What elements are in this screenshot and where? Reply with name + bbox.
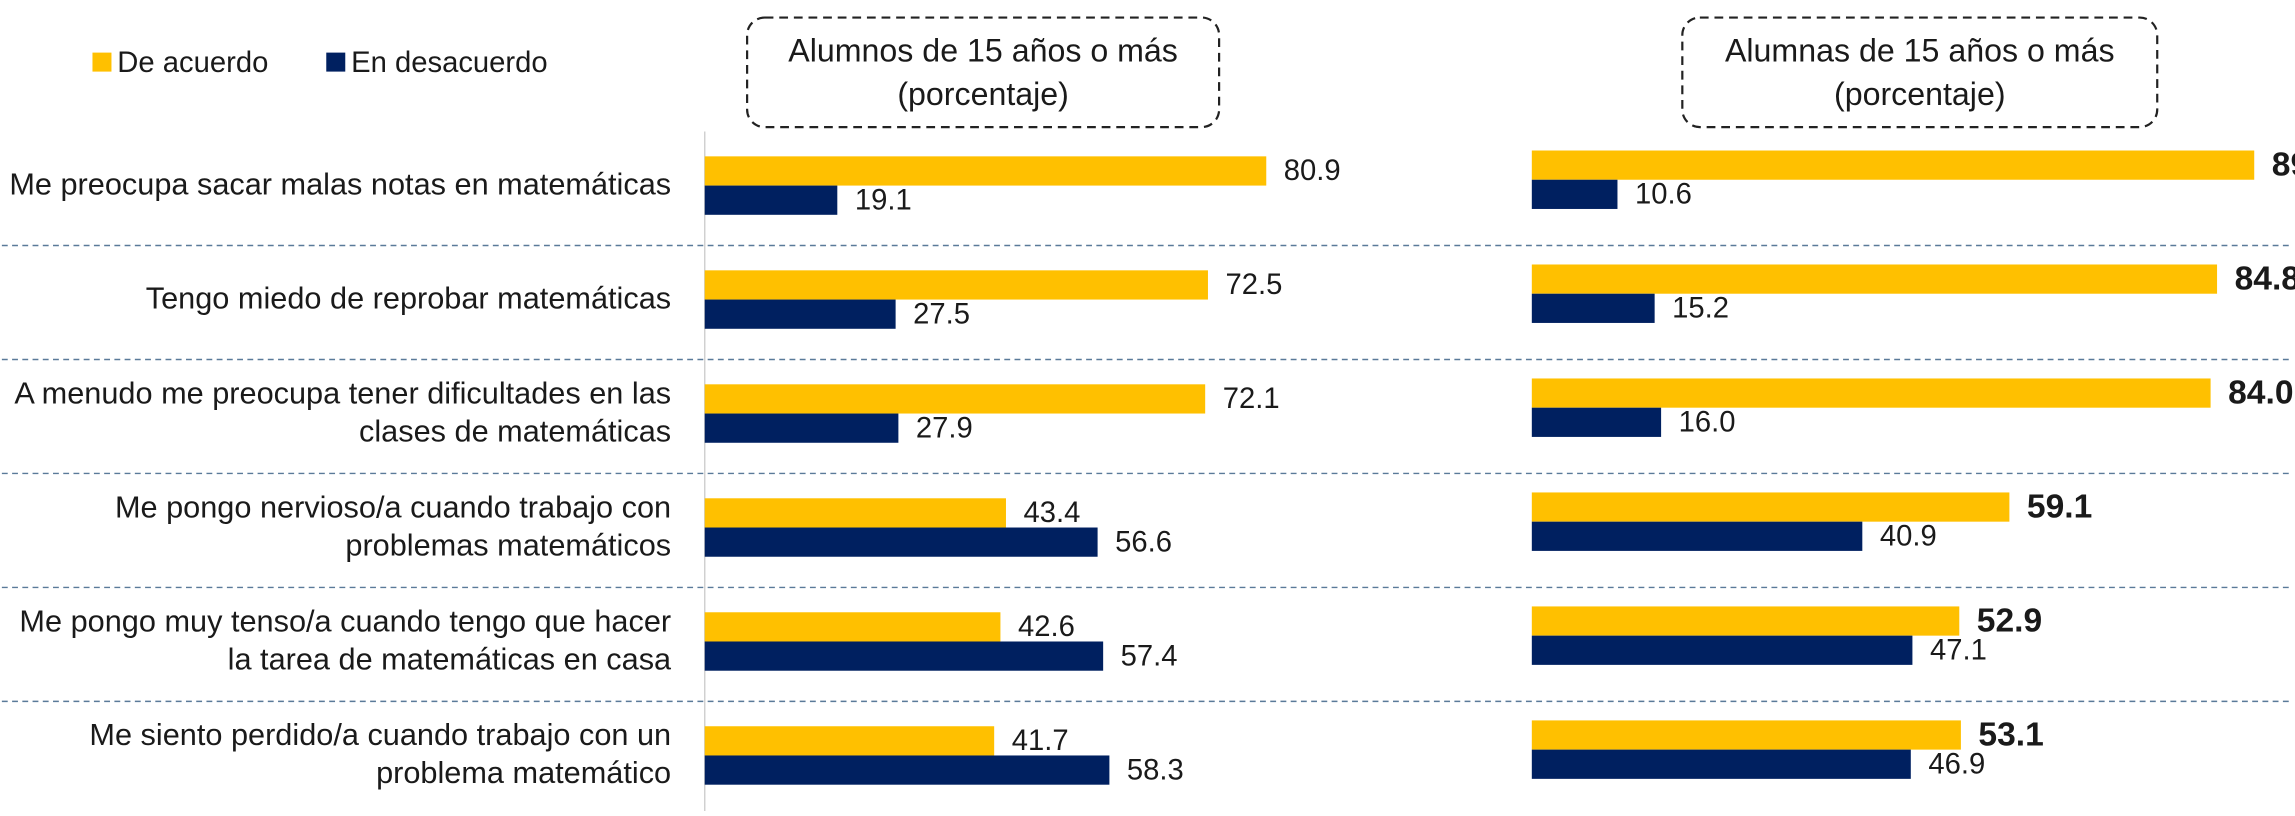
- legend-label: De acuerdo: [117, 47, 268, 79]
- value-label: 53.1: [1978, 716, 2043, 753]
- bar: [704, 299, 896, 329]
- value-label: 52.9: [1977, 602, 2042, 639]
- category-label: Me pongo nervioso/a cuando trabajo con p…: [114, 490, 672, 563]
- value-label: 58.3: [1127, 754, 1184, 786]
- bar: [1531, 407, 1662, 437]
- bar: [704, 384, 1206, 414]
- value-label: 19.1: [855, 184, 912, 216]
- category-label-box: Me pongo muy tenso/a cuando tengo que ha…: [19, 604, 672, 677]
- value-label: 41.7: [1012, 725, 1069, 757]
- value-label: 16.0: [1679, 406, 1736, 438]
- bar: [1531, 492, 2010, 522]
- category-label: Me preocupa sacar malas notas en matemát…: [9, 168, 672, 202]
- category-label-box: Me preocupa sacar malas notas en matemát…: [9, 168, 672, 202]
- bar: [1531, 635, 1913, 665]
- bar: [1531, 179, 1618, 209]
- bar: [704, 156, 1267, 186]
- legend-label: En desacuerdo: [351, 47, 548, 79]
- value-label: 84.0: [2228, 374, 2293, 411]
- bar: [1531, 521, 1863, 551]
- legend-swatch: [326, 52, 346, 72]
- value-label: 72.5: [1225, 269, 1282, 301]
- bar: [704, 612, 1001, 642]
- panel-title: Alumnas de 15 años o más (porcentaje): [1724, 31, 2115, 112]
- bar: [1531, 378, 2211, 408]
- bar: [1531, 264, 2218, 294]
- value-label: 56.6: [1115, 526, 1172, 558]
- value-label: 47.1: [1930, 634, 1987, 666]
- panel-title-box: Alumnos de 15 años o más (porcentaje): [788, 31, 1178, 112]
- bar: [704, 413, 899, 443]
- bar: [704, 527, 1098, 557]
- bar: [1531, 720, 1961, 750]
- panel-title-box: Alumnas de 15 años o más (porcentaje): [1724, 31, 2115, 112]
- category-label: Me siento perdido/a cuando trabajo con u…: [89, 718, 672, 791]
- bar: [704, 726, 995, 756]
- category-label: A menudo me preocupa tener dificultades …: [14, 377, 672, 449]
- panel-title: Alumnos de 15 años o más (porcentaje): [788, 31, 1178, 112]
- title-box: [1681, 16, 2159, 129]
- value-label: 89.4: [2272, 146, 2295, 183]
- bar: [704, 755, 1110, 785]
- value-label: 59.1: [2027, 488, 2092, 525]
- value-label: 57.4: [1121, 640, 1178, 672]
- category-label-box: Tengo miedo de reprobar matemáticas: [145, 282, 672, 316]
- bar: [1531, 293, 1655, 323]
- bar: [704, 185, 838, 215]
- value-label: 15.2: [1672, 293, 1729, 325]
- category-label-box: A menudo me preocupa tener dificultades …: [14, 377, 672, 449]
- value-label: 10.6: [1635, 179, 1692, 211]
- value-label: 72.1: [1223, 383, 1280, 415]
- value-label: 80.9: [1284, 155, 1341, 187]
- value-label: 27.5: [913, 298, 970, 330]
- title-box: [746, 16, 1221, 129]
- legend-swatch: [92, 52, 112, 72]
- bar: [1531, 606, 1960, 636]
- value-label: 40.9: [1880, 520, 1937, 552]
- value-label: 43.4: [1024, 497, 1081, 529]
- bar: [704, 641, 1104, 671]
- category-label: Me pongo muy tenso/a cuando tengo que ha…: [19, 604, 672, 677]
- bar: [1531, 150, 2255, 180]
- category-label: Tengo miedo de reprobar matemáticas: [145, 282, 672, 316]
- bar: [1531, 749, 1911, 779]
- bar: [704, 498, 1006, 528]
- value-label: 27.9: [916, 412, 973, 444]
- value-label: 84.8: [2235, 260, 2295, 297]
- category-label-box: Me siento perdido/a cuando trabajo con u…: [89, 718, 672, 791]
- value-label: 46.9: [1928, 748, 1985, 780]
- value-label: 42.6: [1018, 611, 1075, 643]
- category-label-box: Me pongo nervioso/a cuando trabajo con p…: [114, 490, 672, 563]
- bar: [704, 270, 1208, 300]
